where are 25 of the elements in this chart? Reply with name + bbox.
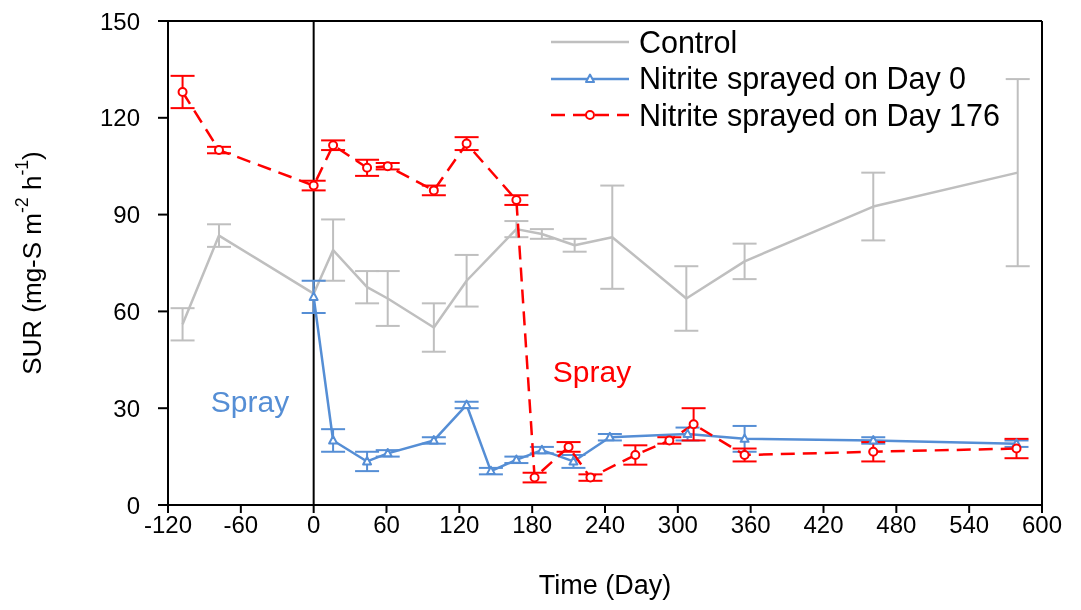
- x-tick-label: 480: [876, 511, 917, 539]
- y-tick-label: 120: [99, 104, 140, 132]
- x-tick-label: 120: [439, 511, 480, 539]
- legend-label: Nitrite sprayed on Day 176: [638, 97, 1000, 133]
- x-axis-title: Time (Day): [538, 570, 672, 600]
- y-tick-label: 60: [113, 297, 140, 325]
- x-tick-label: 60: [373, 511, 400, 539]
- annotation: Spray: [552, 355, 632, 389]
- legend-label: Nitrite sprayed on Day 0: [638, 61, 967, 97]
- x-tick-label: 360: [730, 511, 771, 539]
- y-tick-label: 90: [113, 201, 140, 229]
- x-tick-label: -60: [223, 511, 259, 539]
- x-tick-label: 420: [803, 511, 844, 539]
- x-tick-label: 180: [512, 511, 553, 539]
- x-tick-label: -120: [143, 511, 193, 539]
- x-tick-label: 540: [949, 511, 990, 539]
- x-tick-label: 240: [584, 511, 626, 539]
- y-tick-label: 150: [99, 7, 140, 35]
- x-tick-label: 0: [306, 511, 321, 539]
- x-tick-label: 600: [1021, 511, 1063, 539]
- y-tick-label: 0: [126, 491, 140, 519]
- annotation: Spray: [210, 385, 290, 419]
- y-tick-label: 30: [113, 394, 140, 422]
- legend-label: Control: [638, 24, 738, 60]
- x-tick-label: 300: [657, 511, 698, 539]
